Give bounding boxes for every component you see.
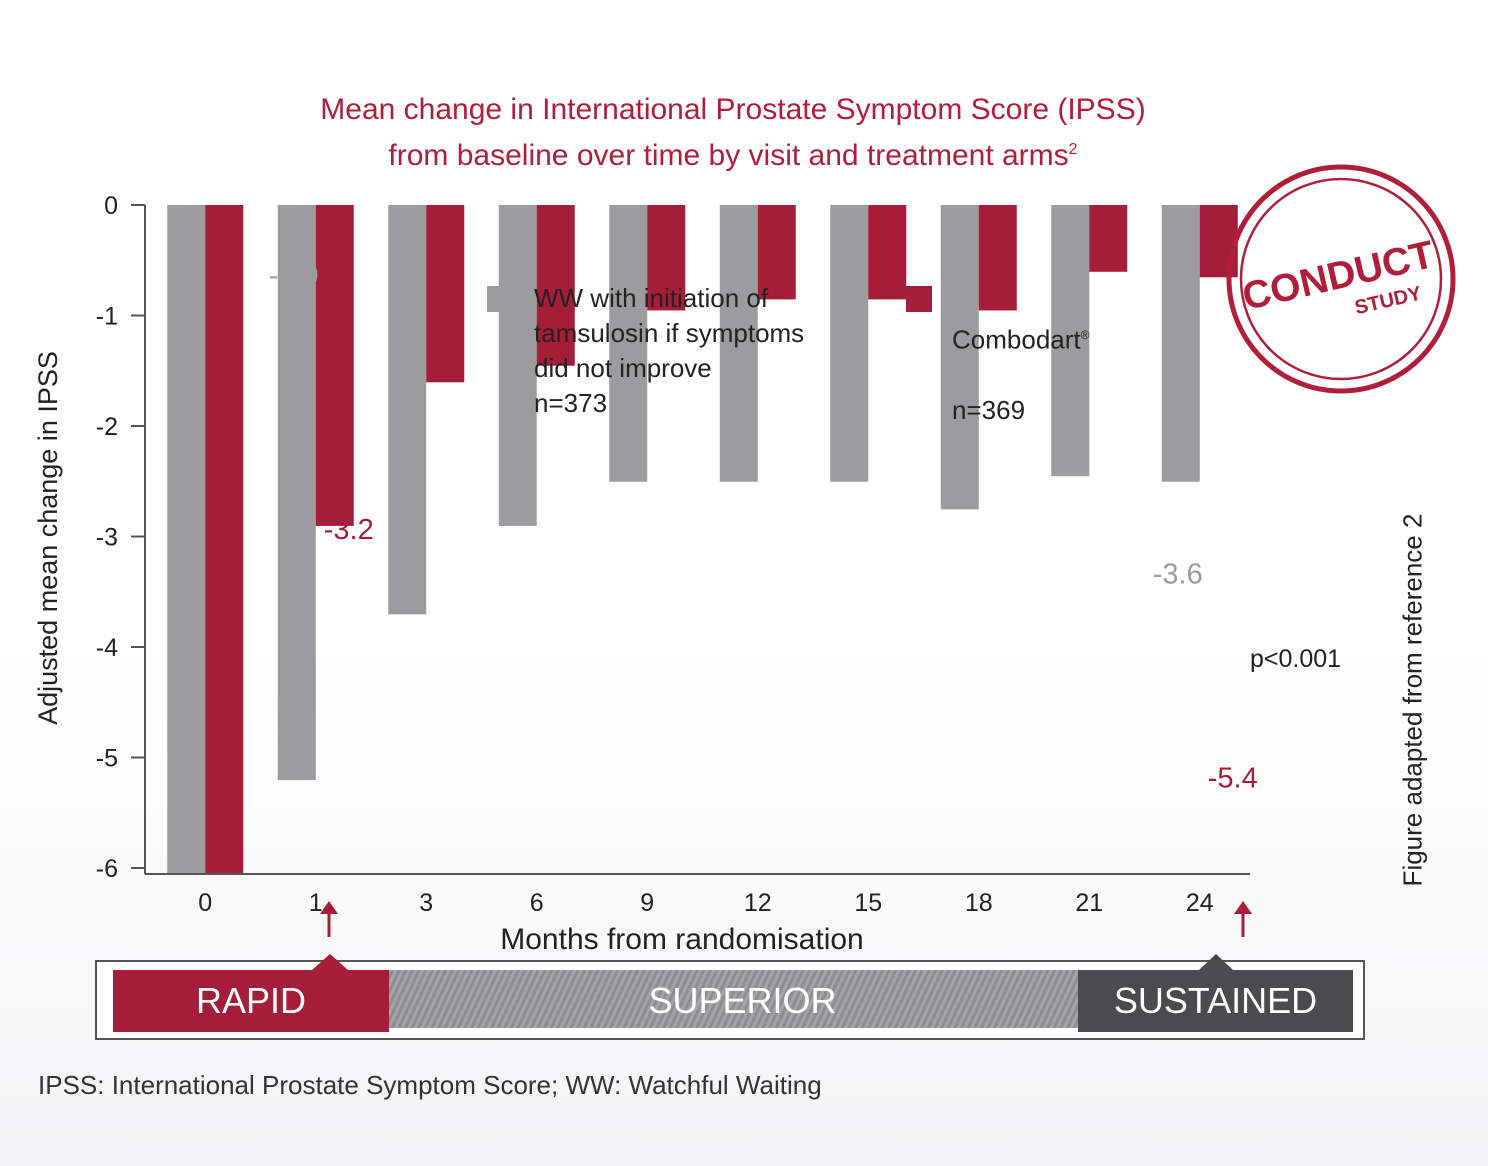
conduct-study-stamp: CONDUCT STUDY bbox=[1226, 164, 1456, 394]
bar bbox=[1161, 205, 1200, 482]
figure-source-note: Figure adapted from reference 2 bbox=[1397, 513, 1428, 887]
band-pointers bbox=[312, 954, 1233, 970]
x-tick-label: 3 bbox=[419, 889, 433, 917]
y-axis: 0 -1 -2 -3 -4 -5 -6 bbox=[96, 192, 146, 883]
registered-mark: ® bbox=[1080, 328, 1090, 342]
bar bbox=[940, 205, 979, 510]
y-tick-label: -4 bbox=[96, 634, 118, 662]
arrow-up-icon bbox=[320, 901, 338, 937]
bar bbox=[388, 205, 427, 615]
band-sustained: SUSTAINED bbox=[1078, 970, 1353, 1032]
data-label: -5.4 bbox=[1208, 763, 1258, 795]
legend-label-combodart: Combodart® n=369 bbox=[952, 283, 1089, 428]
data-label: -3.2 bbox=[324, 514, 374, 546]
x-tick-label: 0 bbox=[198, 889, 212, 917]
bar bbox=[719, 205, 758, 482]
x-tick-label: 1 bbox=[309, 889, 323, 917]
y-axis-label: Adjusted mean change in IPSS bbox=[33, 351, 63, 725]
bar bbox=[647, 205, 686, 311]
band-rapid: RAPID bbox=[113, 970, 389, 1032]
data-label: -0.9 bbox=[269, 260, 319, 292]
band-superior: SUPERIOR bbox=[648, 980, 837, 1021]
x-tick-label: 18 bbox=[965, 889, 993, 917]
bar bbox=[978, 205, 1017, 311]
x-axis-label: Months from randomisation bbox=[500, 923, 864, 956]
bar bbox=[830, 205, 869, 482]
bar bbox=[498, 205, 537, 526]
bar bbox=[868, 205, 907, 300]
footnote: IPSS: International Prostate Symptom Sco… bbox=[38, 1070, 822, 1100]
bar bbox=[277, 205, 316, 781]
bar bbox=[205, 205, 244, 874]
y-tick-label: -6 bbox=[96, 855, 118, 883]
bar bbox=[536, 205, 575, 366]
bars bbox=[167, 205, 1238, 874]
x-tick-label: 21 bbox=[1075, 889, 1103, 917]
bar bbox=[426, 205, 465, 383]
x-tick-label: 24 bbox=[1186, 889, 1214, 917]
arrow-up-icon bbox=[1234, 901, 1252, 937]
data-labels: -0.9 -3.2 -3.6 -5.4 bbox=[269, 260, 1258, 795]
x-tick-label: 6 bbox=[530, 889, 544, 917]
y-tick-label: -3 bbox=[96, 524, 118, 552]
bar bbox=[757, 205, 796, 300]
bar bbox=[609, 205, 648, 482]
y-tick-label: 0 bbox=[104, 192, 118, 220]
x-axis: 0 1 3 6 9 12 15 18 21 24 bbox=[145, 873, 1250, 917]
x-tick-label: 15 bbox=[854, 889, 882, 917]
legend-label-ww: WW with initiation of tamsulosin if symp… bbox=[534, 283, 805, 418]
bar bbox=[167, 205, 206, 874]
chart-title-line2-text: from baseline over time by visit and tre… bbox=[388, 139, 1069, 172]
x-tick-label: 9 bbox=[640, 889, 654, 917]
legend-swatch-combodart bbox=[906, 286, 932, 312]
data-label: -3.6 bbox=[1153, 558, 1203, 590]
y-tick-label: -2 bbox=[96, 413, 118, 441]
bar bbox=[1089, 205, 1128, 272]
reference-superscript: 2 bbox=[1068, 141, 1078, 158]
x-tick-label: 12 bbox=[744, 889, 772, 917]
p-value: p<0.001 bbox=[1250, 645, 1342, 673]
bar bbox=[1051, 205, 1090, 477]
chart-title-line2: from baseline over time by visit and tre… bbox=[0, 130, 1466, 176]
combodart-name: Combodart bbox=[952, 324, 1081, 355]
chart-title-line1: Mean change in International Prostate Sy… bbox=[320, 93, 1146, 126]
bar bbox=[315, 205, 354, 526]
y-tick-label: -5 bbox=[96, 745, 118, 773]
combodart-n: n=369 bbox=[952, 394, 1026, 425]
bar-chart: 0 -1 -2 -3 -4 -5 -6 0 1 3 6 9 12 15 18 21 24 -0.9 -3.2 -3… bbox=[33, 192, 1258, 956]
y-tick-label: -1 bbox=[96, 303, 118, 331]
legend-swatch-ww bbox=[487, 286, 513, 312]
